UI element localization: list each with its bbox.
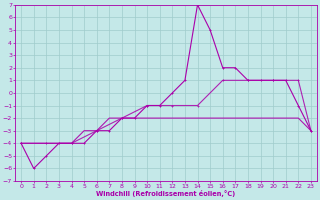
X-axis label: Windchill (Refroidissement éolien,°C): Windchill (Refroidissement éolien,°C) <box>96 190 236 197</box>
